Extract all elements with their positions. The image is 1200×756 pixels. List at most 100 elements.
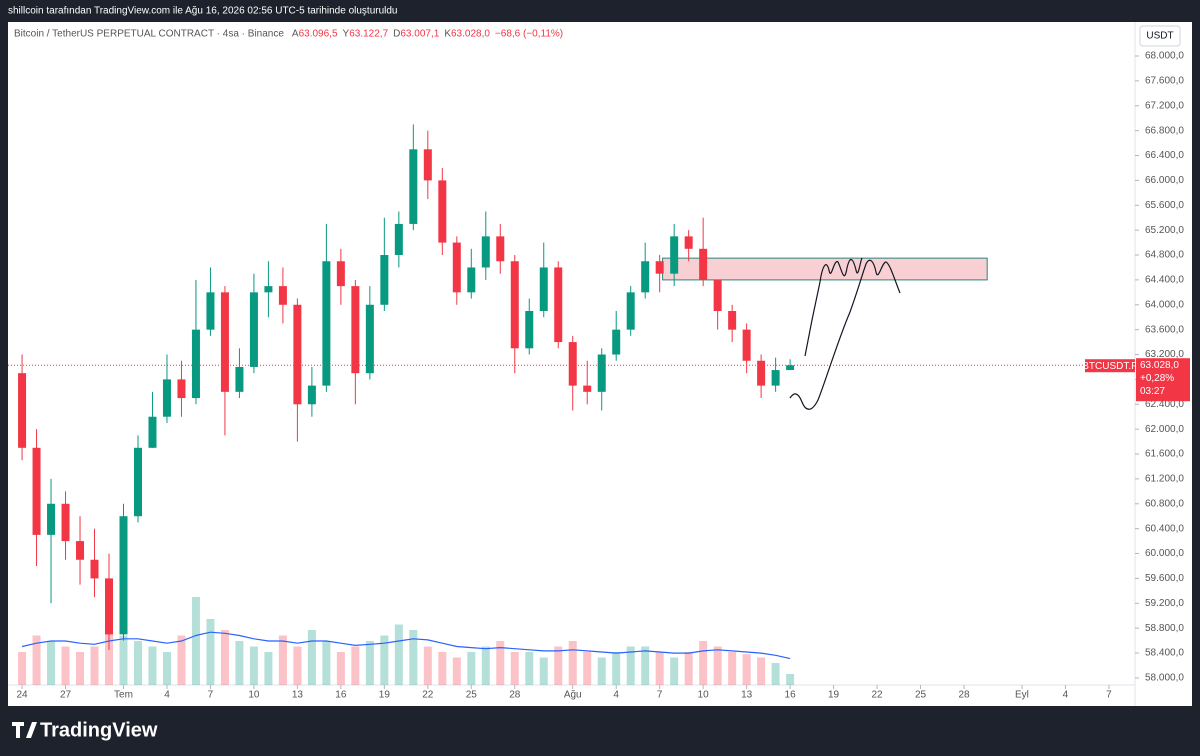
x-tick-label: 7: [1106, 690, 1112, 701]
y-tick-label: 62.400,0: [1145, 399, 1184, 410]
candle-body: [191, 329, 200, 399]
legend-value: 63.007,1: [400, 29, 439, 40]
candle-body: [510, 261, 519, 349]
volume-bar: [757, 657, 766, 685]
volume-bar: [380, 635, 389, 685]
volume-bar: [786, 674, 795, 685]
y-tick-label: 67.200,0: [1145, 100, 1184, 111]
candle-body: [525, 310, 534, 349]
legend-key: K: [444, 29, 451, 40]
candle-body: [452, 242, 461, 293]
y-tick-label: 64.400,0: [1145, 275, 1184, 286]
volume-bar: [539, 657, 548, 685]
volume-bar: [365, 641, 374, 685]
brand: TradingView: [40, 719, 158, 741]
volume-bar: [438, 652, 447, 685]
volume-bar: [713, 646, 722, 685]
candle-body: [351, 286, 360, 374]
volume-bar: [61, 646, 70, 685]
chart-title: Bitcoin / TetherUS PERPETUAL CONTRACT · …: [14, 29, 284, 40]
x-tick-label: 25: [466, 690, 478, 701]
symbol-tag: [1085, 359, 1135, 373]
candle-body: [684, 236, 693, 249]
candle-body: [481, 236, 490, 268]
volume-ma-line: [21, 631, 791, 660]
volume-bar: [452, 657, 461, 685]
candle-body: [220, 292, 229, 392]
credit: shillcoin tarafından TradingView.com ile…: [8, 6, 398, 17]
x-tick-label: 19: [379, 690, 391, 701]
volume-bar: [32, 635, 41, 685]
y-tick-label: 60.000,0: [1145, 548, 1184, 559]
sketch-line: [804, 257, 863, 357]
y-tick-label: 65.600,0: [1145, 200, 1184, 211]
volume-bar: [394, 624, 403, 685]
candle-body: [626, 292, 635, 330]
change-percent: +0,28%: [1140, 373, 1174, 384]
x-tick-label: 24: [16, 690, 28, 701]
candle-body: [583, 385, 592, 392]
legend-key: D: [393, 29, 400, 40]
candle-body: [90, 559, 99, 579]
volume-bar: [206, 619, 215, 685]
y-tick-label: 59.600,0: [1145, 573, 1184, 584]
volume-bar: [728, 652, 737, 685]
candle-body: [771, 370, 780, 386]
volume-bar: [467, 652, 476, 685]
x-tick-label: 19: [828, 690, 840, 701]
x-tick-label: 16: [335, 690, 347, 701]
x-tick-label: 7: [208, 690, 214, 701]
x-tick-label: 10: [698, 690, 710, 701]
x-tick-label: Ağu: [564, 690, 582, 701]
logo: TradingView: [12, 719, 158, 741]
volume-bar: [525, 652, 534, 685]
volume-bar: [496, 641, 505, 685]
candle-body: [380, 255, 389, 305]
x-tick-label: 28: [958, 690, 970, 701]
volume-bar: [293, 646, 302, 685]
countdown: 03:27: [1140, 386, 1165, 397]
legend-key: A: [292, 29, 299, 40]
x-tick-label: 4: [164, 690, 170, 701]
volume-bar: [423, 646, 432, 685]
candle-body: [47, 503, 56, 535]
volume-bar: [510, 652, 519, 685]
volume-bar: [670, 657, 679, 685]
candle-body: [641, 261, 650, 293]
candle-body: [76, 541, 85, 560]
volume-bar: [119, 635, 128, 685]
candle-body: [61, 503, 70, 542]
volume-bar: [742, 654, 751, 685]
x-tick-label: 22: [871, 690, 883, 701]
volume-bar: [568, 641, 577, 685]
y-tick-label: 61.200,0: [1145, 474, 1184, 485]
legend-value: 63.122,7: [349, 29, 388, 40]
volume-bar: [351, 646, 360, 685]
y-tick-label: 62.000,0: [1145, 424, 1184, 435]
candle-body: [699, 248, 708, 280]
candle-body: [713, 279, 722, 311]
volume-bar: [191, 597, 200, 685]
y-tick-label: 66.800,0: [1145, 125, 1184, 136]
volume-bar: [481, 646, 490, 685]
currency-button[interactable]: [1139, 25, 1181, 47]
volume-bar: [47, 641, 56, 685]
candle-body: [394, 223, 403, 256]
y-tick-label: 59.200,0: [1145, 598, 1184, 609]
x-tick-label: 13: [292, 690, 304, 701]
volume-bar: [76, 652, 85, 685]
volume-bar: [264, 652, 273, 685]
candle-body: [206, 292, 215, 330]
candle-body: [264, 286, 273, 293]
candle-body: [655, 261, 664, 274]
candle-body: [322, 261, 331, 386]
volume-bar: [177, 635, 186, 685]
volume-bar: [249, 646, 258, 685]
x-tick-label: 4: [613, 690, 619, 701]
candle-body: [293, 304, 302, 405]
candle-body: [365, 304, 374, 374]
x-tick-label: 7: [657, 690, 663, 701]
volume-bar: [90, 646, 99, 685]
y-tick-label: 58.000,0: [1145, 673, 1184, 684]
